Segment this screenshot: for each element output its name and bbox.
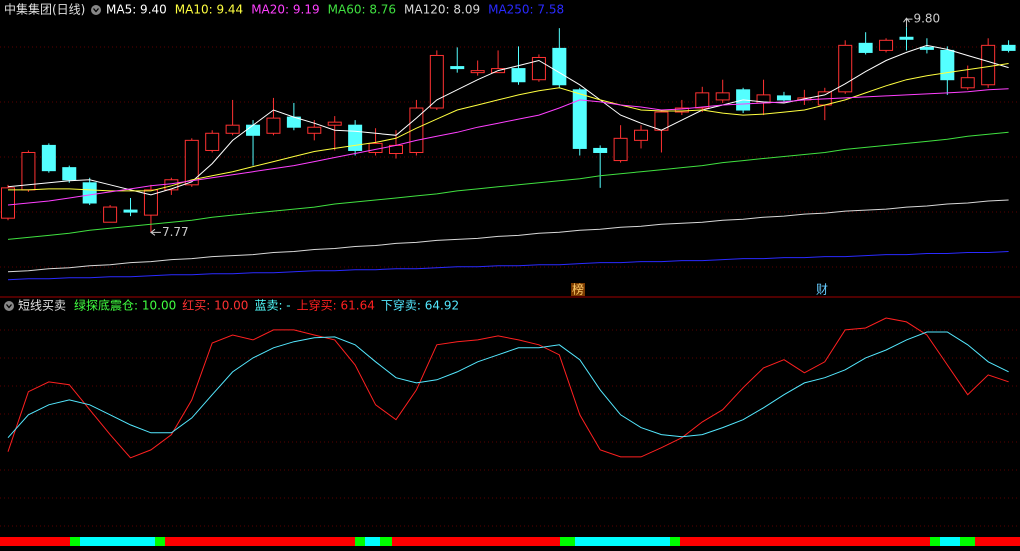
candle-body	[858, 42, 873, 53]
candle-body	[838, 44, 853, 93]
candle-body	[348, 124, 363, 151]
legend-entry: MA20: 9.19	[251, 3, 319, 17]
event-marker: 财	[816, 283, 828, 297]
signal-segment	[70, 537, 80, 546]
candle-body	[1001, 44, 1016, 51]
low-label: 7.77	[162, 225, 189, 239]
candle-body	[552, 47, 567, 86]
event-markers: 榜 财	[571, 282, 828, 297]
signal-segment	[165, 537, 355, 546]
candle-body	[960, 77, 975, 89]
candle-body	[695, 92, 710, 109]
candle-body	[184, 139, 199, 186]
chart-title: 中集集团(日线)	[4, 2, 85, 17]
candle-body	[715, 92, 730, 101]
legend-entry: MA250: 7.58	[488, 3, 564, 17]
candle-body	[450, 66, 465, 70]
candle-body	[41, 144, 56, 172]
signal-bar	[0, 537, 1020, 546]
signal-segment	[670, 537, 680, 546]
candle-body	[123, 209, 138, 213]
high-label: 9.80	[913, 12, 940, 26]
legend-entry: MA120: 8.09	[404, 3, 480, 17]
toggle-icon[interactable]	[91, 5, 101, 15]
candle-body	[899, 36, 914, 40]
candle-body	[368, 142, 383, 153]
candle-body	[531, 56, 546, 81]
high-arrow-head	[903, 17, 910, 23]
legend-entry: MA5: 9.40	[106, 3, 167, 17]
signal-segment	[560, 537, 575, 546]
signal-segment	[380, 537, 392, 546]
indicator-label: 红买: 10.00	[182, 298, 248, 313]
high-arrow	[905, 18, 913, 28]
legend-entry: 上穿买: 61.64	[297, 298, 375, 313]
ma-line	[7, 88, 1009, 206]
candle-body	[103, 206, 118, 223]
signal-segment	[940, 537, 960, 546]
header-icons	[4, 5, 101, 311]
candle-body	[246, 124, 261, 136]
toggle-icon[interactable]	[4, 301, 14, 311]
candle-body	[940, 49, 955, 81]
candle-body	[266, 117, 281, 134]
candle-body	[307, 126, 322, 134]
ma-line	[7, 131, 1009, 240]
candle-body	[143, 189, 158, 216]
signal-segment	[365, 537, 380, 546]
candle-body	[225, 124, 240, 134]
signal-segment	[680, 537, 930, 546]
ma-line	[7, 251, 1009, 281]
signal-segment	[930, 537, 940, 546]
candle-body	[593, 147, 608, 153]
candle-body	[634, 129, 649, 141]
indicator-line	[7, 317, 1009, 459]
candle-body	[776, 95, 791, 101]
ma-line	[7, 199, 1009, 273]
candle-body	[674, 107, 689, 113]
ma-line	[7, 44, 1009, 196]
legend-entry: MA10: 9.44	[175, 3, 243, 17]
candles	[1, 27, 1016, 233]
indicator-label: 蓝卖: -	[254, 299, 290, 313]
candle-body	[327, 121, 342, 126]
candle-body	[470, 70, 485, 74]
candle-body	[981, 44, 996, 86]
low-arrow	[150, 228, 161, 236]
candle-body	[613, 137, 628, 162]
grid	[0, 46, 1020, 527]
candle-body	[62, 167, 77, 181]
candle-body	[82, 182, 97, 204]
panel-title: 短线买卖	[18, 299, 66, 313]
candle-body	[919, 46, 934, 50]
candle-body	[205, 132, 220, 151]
signal-segment	[960, 537, 975, 546]
indicator-label: 绿探底震仓: 10.00	[74, 298, 176, 313]
signal-segment	[975, 537, 1020, 546]
ma-line	[8, 63, 1009, 192]
signal-segment	[355, 537, 365, 546]
legend-entry: MA60: 8.76	[328, 3, 396, 17]
candle-body	[879, 39, 894, 51]
indicator-line	[7, 331, 1009, 439]
candle-body	[1, 187, 15, 219]
candle-body	[572, 89, 587, 149]
signal-segment	[0, 537, 70, 546]
signal-segment	[80, 537, 155, 546]
event-badge	[571, 283, 585, 296]
toggle-arrow	[93, 8, 99, 13]
candle-body	[511, 68, 526, 83]
signal-segment	[155, 537, 165, 546]
signal-segment	[575, 537, 670, 546]
candle-body	[429, 54, 444, 109]
legend-entry: 下穿卖: 64.92	[381, 298, 459, 313]
signal-segment	[392, 537, 560, 546]
toggle-arrow	[6, 304, 12, 309]
event-marker: 榜	[572, 282, 584, 297]
